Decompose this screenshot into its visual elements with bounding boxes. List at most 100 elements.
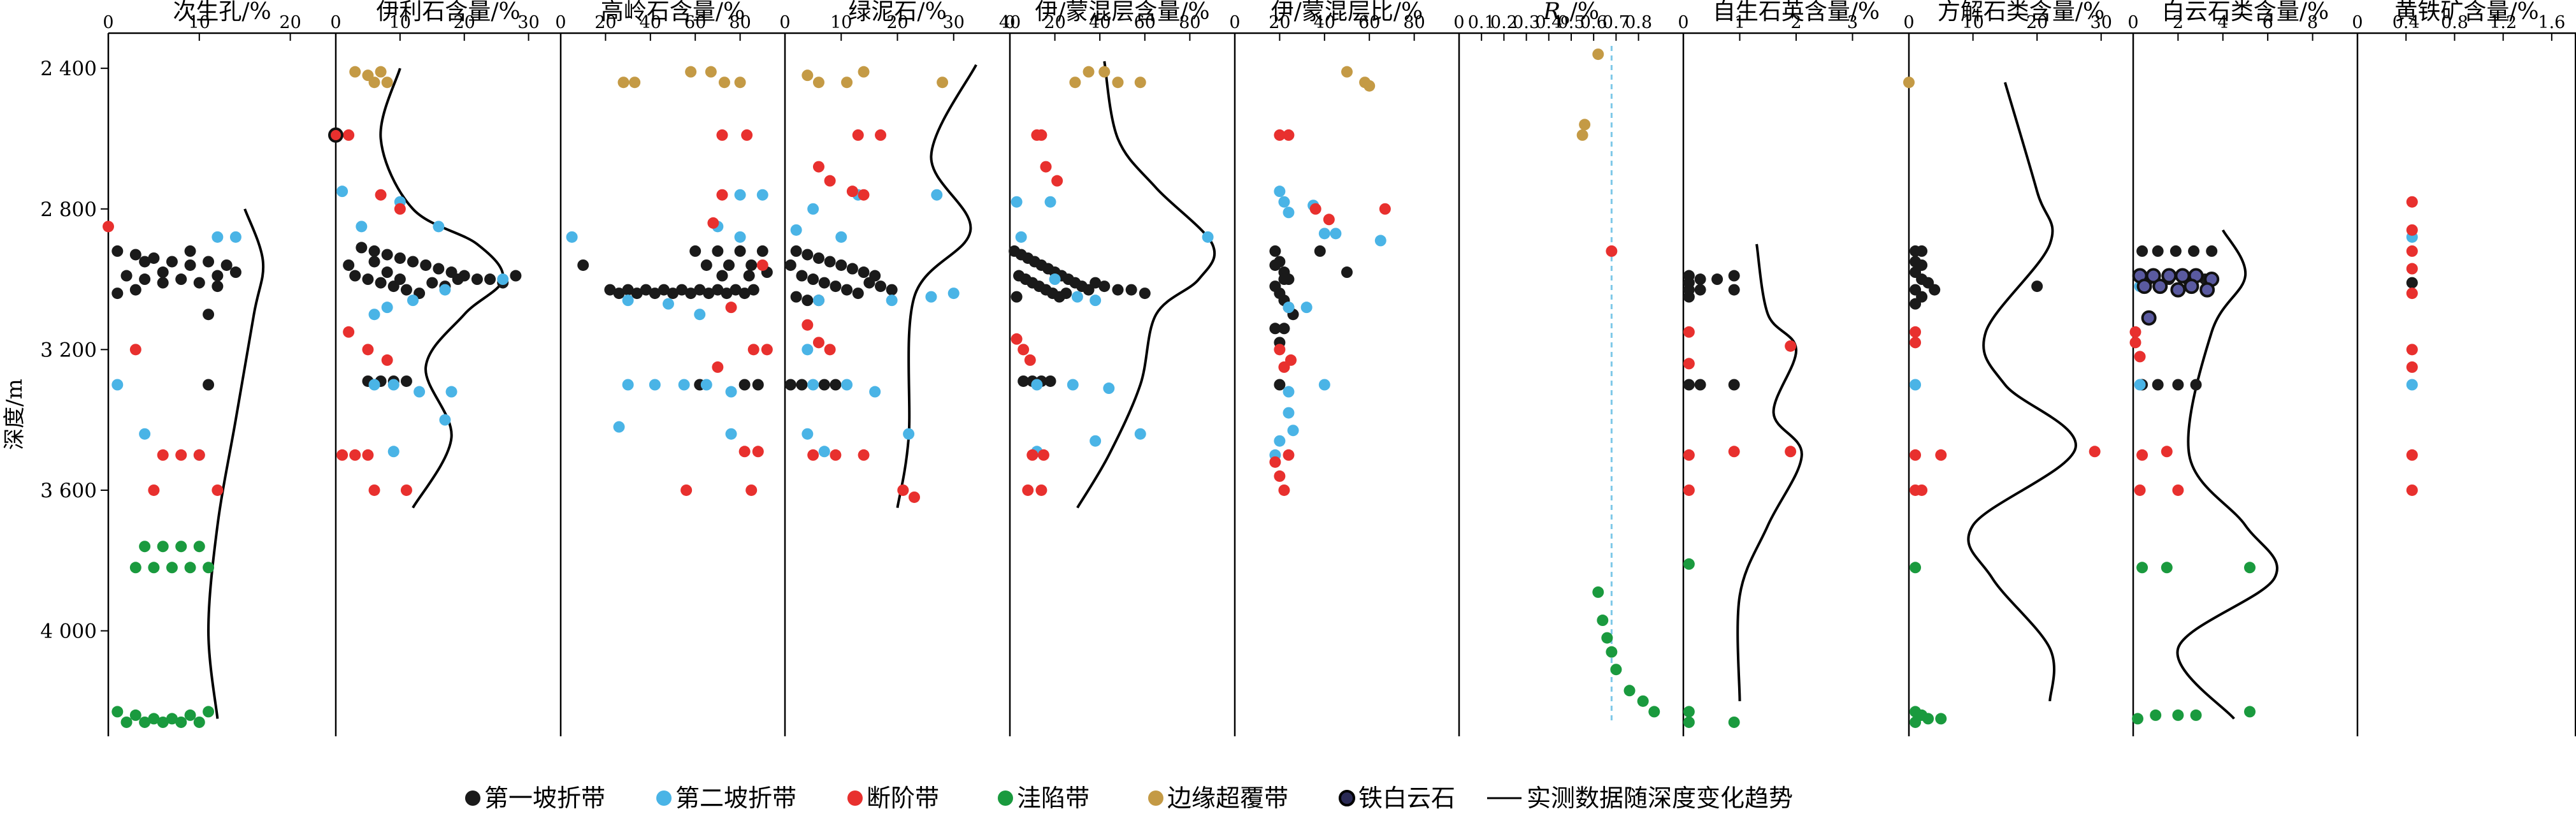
data-point	[394, 252, 406, 264]
x-tick-label: 0.2	[1490, 13, 1518, 33]
data-point	[649, 288, 661, 300]
data-point	[1011, 196, 1023, 208]
x-tick-label: 0.5	[1558, 13, 1585, 33]
data-point	[1022, 484, 1034, 496]
legend: 第一坡折带 第二坡折带 断阶带 洼陷带 边缘超覆带 铁白云石 实测数据随深度变化趋势	[465, 784, 1793, 812]
data-point	[685, 66, 697, 78]
data-point	[830, 280, 842, 293]
data-point	[1125, 284, 1137, 296]
legend-item: 第二坡折带	[656, 784, 796, 812]
x-tick-label: 6	[2263, 13, 2273, 33]
data-point	[730, 284, 742, 296]
data-point	[368, 76, 380, 89]
data-point	[841, 76, 853, 89]
data-point	[858, 189, 870, 201]
data-point	[662, 298, 674, 310]
data-point	[212, 484, 224, 496]
trend-line	[207, 208, 265, 719]
data-point	[1269, 456, 1281, 468]
x-tick-label: 0	[1903, 13, 1914, 33]
data-point	[368, 245, 380, 257]
data-point	[157, 266, 169, 279]
x-tick-label: 0.3	[1513, 13, 1540, 33]
data-point	[1694, 379, 1706, 391]
data-point	[818, 446, 830, 458]
data-point	[112, 245, 124, 257]
data-point	[629, 76, 641, 89]
data-point	[1049, 273, 1061, 286]
data-point	[2190, 709, 2202, 721]
data-point	[2161, 562, 2173, 574]
data-point	[1314, 245, 1326, 257]
panel-7: Ro/% 0 0.10.20.30.40.50.60.70.8	[1453, 0, 1683, 736]
data-point	[381, 249, 393, 261]
depth-axis-label: 深度/m	[2, 379, 27, 450]
data-point	[120, 716, 133, 728]
data-point	[433, 221, 445, 233]
data-point	[1728, 270, 1740, 282]
data-point	[1031, 379, 1043, 391]
data-point	[2152, 245, 2164, 257]
panel-title: 高岭石含量/%	[601, 0, 745, 25]
x-tick-label: 40	[999, 13, 1021, 33]
data-point	[756, 189, 768, 201]
data-point	[649, 379, 661, 391]
panel-title: 伊/蒙混层含量/%	[1035, 0, 1209, 25]
data-point	[368, 256, 380, 268]
data-point	[2089, 446, 2101, 458]
data-point	[112, 288, 124, 300]
legend-label: 洼陷带	[1017, 784, 1090, 812]
data-point	[1592, 586, 1604, 598]
data-point	[1026, 449, 1039, 461]
data-point	[1269, 245, 1281, 257]
data-point	[129, 344, 141, 356]
data-point	[1592, 48, 1604, 61]
panel-2: 伊利石含量/% 0 10 20 30	[328, 0, 561, 736]
data-point	[2136, 562, 2148, 574]
data-point	[1910, 337, 1922, 349]
data-point	[1601, 632, 1613, 644]
data-point	[937, 76, 949, 89]
data-point	[2406, 224, 2418, 236]
data-point	[1040, 161, 1052, 173]
data-point	[1103, 382, 1115, 395]
x-tick-label: 20	[1044, 13, 1065, 33]
data-point	[2134, 379, 2146, 391]
depth-tick-label: 4 000	[40, 620, 97, 643]
x-tick-label: 20	[279, 13, 301, 33]
data-point	[738, 379, 751, 391]
data-point	[1694, 284, 1706, 296]
data-point	[439, 414, 451, 426]
data-point	[2172, 379, 2184, 391]
data-point	[1916, 245, 1928, 257]
data-point	[716, 270, 728, 282]
x-tick-label: 30	[517, 13, 539, 33]
data-point	[640, 284, 652, 296]
legend-label: 边缘超覆带	[1167, 784, 1288, 812]
data-point	[756, 245, 768, 257]
data-point	[387, 446, 399, 458]
data-point	[394, 203, 406, 215]
x-tick-label: 10	[1962, 13, 1983, 33]
data-point	[2150, 709, 2162, 721]
data-point	[694, 309, 706, 321]
data-point	[1274, 470, 1286, 482]
data-point	[631, 288, 643, 300]
data-point	[1683, 291, 1695, 303]
data-point	[1728, 716, 1740, 728]
data-point	[336, 186, 349, 198]
data-point	[835, 259, 847, 271]
data-point	[1935, 713, 1947, 725]
data-point	[1098, 66, 1111, 78]
data-point	[471, 273, 483, 286]
data-point	[752, 446, 764, 458]
data-point	[139, 273, 151, 286]
data-point	[1683, 706, 1695, 718]
data-point	[414, 386, 426, 398]
data-point	[2406, 245, 2418, 257]
data-point	[1274, 379, 1286, 391]
data-point	[426, 277, 438, 289]
data-point	[796, 270, 808, 282]
x-tick-label: 0	[103, 13, 113, 33]
data-point	[824, 175, 836, 187]
